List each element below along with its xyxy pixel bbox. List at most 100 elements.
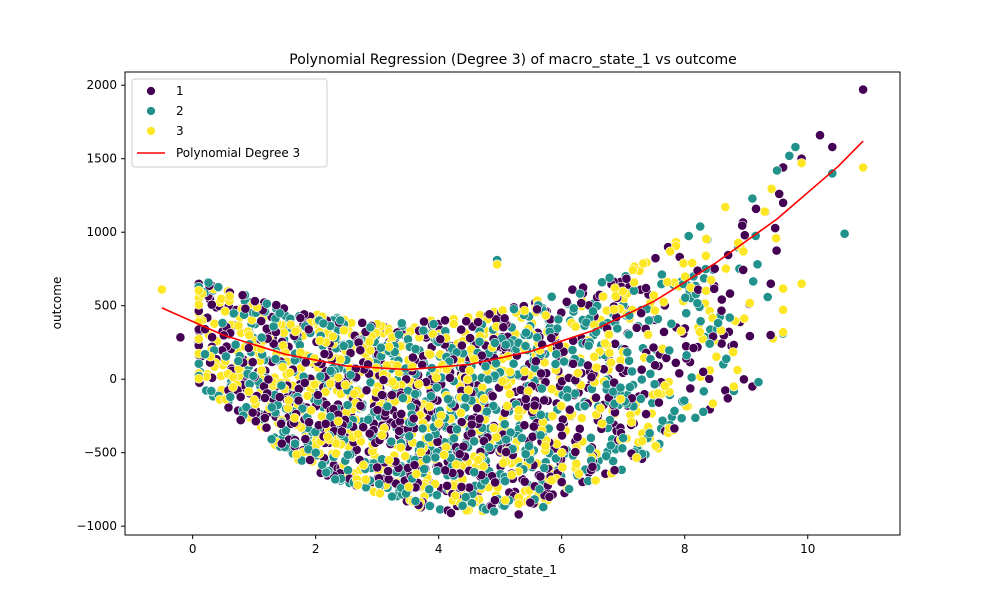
scatter-point (501, 434, 512, 445)
scatter-point (237, 290, 248, 301)
scatter-point (505, 366, 515, 377)
scatter-point (725, 288, 735, 299)
scatter-point (752, 259, 763, 270)
scatter-point (319, 348, 330, 359)
series-1-point (513, 509, 524, 520)
scatter-point (489, 337, 500, 348)
scatter-point (415, 447, 426, 458)
scatter-point (615, 394, 626, 404)
scatter-point (289, 412, 300, 423)
scatter-point (680, 292, 691, 303)
scatter-point (572, 432, 583, 442)
scatter-point (276, 418, 286, 429)
scatter-point (670, 357, 681, 368)
scatter-point (363, 414, 374, 425)
y-tick-label: 1000 (86, 225, 117, 239)
scatter-point (500, 476, 510, 486)
scatter-point (685, 383, 696, 394)
series-3-point (249, 394, 260, 405)
scatter-point (290, 326, 301, 337)
scatter-point (484, 309, 495, 320)
scatter-point (623, 329, 634, 340)
scatter-point (473, 317, 483, 327)
scatter-point (631, 452, 642, 463)
scatter-point (355, 400, 366, 411)
scatter-point (583, 340, 594, 351)
scatter-point (377, 390, 387, 400)
scatter-point (546, 291, 557, 302)
scatter-point (291, 449, 302, 460)
scatter-point (695, 316, 706, 327)
legend: 1 2 3 Polynomial Degree 3 (131, 78, 328, 168)
scatter-point (480, 361, 491, 372)
scatter-point (774, 188, 785, 199)
scatter-point (410, 496, 421, 506)
scatter-point (622, 347, 633, 358)
scatter-point (474, 336, 485, 347)
scatter-point (497, 305, 508, 316)
scatter-point (527, 431, 538, 442)
series-1-point (556, 477, 567, 487)
scatter-point (440, 465, 451, 476)
scatter-point (295, 313, 306, 323)
scatter-point (524, 441, 534, 451)
scatter-point (751, 203, 761, 214)
scatter-point (457, 500, 468, 511)
scatter-point (532, 304, 542, 315)
scatter-point (357, 317, 368, 328)
scatter-point (386, 436, 397, 447)
scatter-point (277, 362, 288, 372)
scatter-point (440, 315, 450, 326)
scatter-point (474, 413, 485, 424)
scatter-point (372, 405, 383, 415)
scatter-point (564, 404, 575, 415)
scatter-point (570, 321, 581, 332)
series-2-point (538, 502, 549, 512)
scatter-point (529, 400, 540, 411)
scatter-point (333, 416, 344, 427)
scatter-point (551, 349, 562, 360)
scatter-point (771, 233, 781, 244)
scatter-point (309, 379, 320, 390)
scatter-point (285, 319, 296, 330)
scatter-point (508, 358, 519, 369)
scatter-point (586, 432, 596, 443)
scatter-point (557, 462, 568, 473)
scatter-point (339, 325, 350, 336)
scatter-point (520, 394, 531, 404)
scatter-point (690, 412, 701, 423)
scatter-point (674, 368, 685, 379)
scatter-point (650, 441, 661, 451)
scatter-point (466, 419, 477, 430)
scatter-point (444, 372, 455, 383)
scatter-point (681, 308, 692, 319)
scatter-point (365, 377, 376, 388)
scatter-point (193, 285, 204, 296)
scatter-point (321, 467, 332, 478)
scatter-point (428, 319, 439, 329)
scatter-point (439, 449, 449, 460)
legend-label-2: 2 (176, 104, 184, 118)
scatter-point (456, 481, 467, 492)
scatter-point (206, 299, 217, 310)
scatter-point (617, 443, 628, 454)
scatter-point (615, 382, 626, 393)
scatter-point (394, 329, 404, 340)
y-tick-label: 0 (109, 372, 117, 386)
x-axis: 0 2 4 6 8 10 (189, 535, 815, 556)
scatter-point (314, 335, 325, 346)
scatter-point (352, 480, 363, 490)
scatter-point (711, 351, 722, 362)
x-tick-label: 8 (681, 542, 689, 556)
scatter-point (375, 488, 385, 499)
scatter-point (331, 448, 341, 459)
series-2-point (772, 165, 782, 176)
regression-line-layer (161, 140, 864, 371)
scatter-point (644, 428, 655, 439)
scatter-point (562, 392, 573, 403)
scatter-point (721, 353, 732, 364)
scatter-point (318, 318, 329, 329)
series-3-point (492, 259, 502, 270)
series-1-point (372, 462, 383, 473)
scatter-point (284, 367, 295, 378)
